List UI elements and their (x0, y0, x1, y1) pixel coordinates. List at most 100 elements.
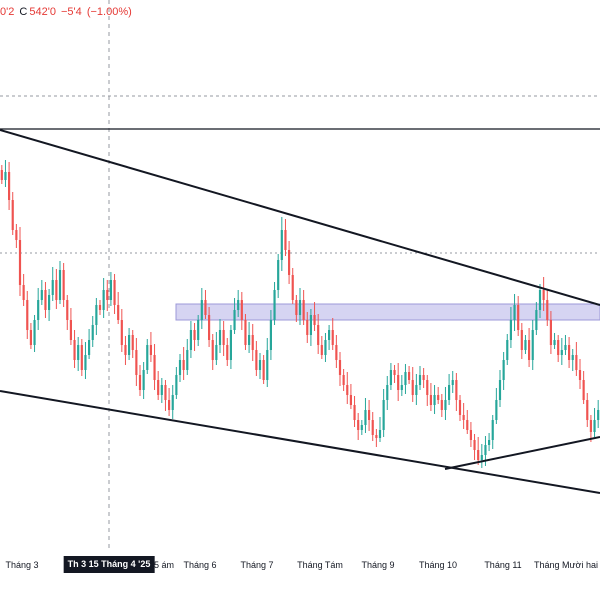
candle-body (466, 420, 469, 430)
candle-body (215, 345, 218, 360)
ohlc-legend: 0'2 C 542'0 −5'4 (−1.00%) (0, 6, 134, 18)
candle-body (11, 200, 14, 230)
candle-body (48, 295, 51, 310)
candle-body (26, 300, 29, 330)
lower-channel-line[interactable] (0, 390, 600, 494)
candle-body (142, 370, 145, 390)
candle-body (193, 330, 196, 340)
candle-body (444, 400, 447, 410)
candle-body (553, 340, 556, 345)
crosshair-date-label: Th 3 15 Tháng 4 '25 (63, 556, 155, 573)
candle-body (578, 370, 582, 380)
time-axis-label: Tháng 10 (418, 560, 458, 570)
candle-body (62, 270, 65, 300)
candle-body (51, 280, 54, 295)
candle-body (437, 395, 440, 400)
candle-body (117, 305, 120, 320)
candle-body (189, 330, 192, 350)
candle-body (15, 230, 18, 240)
candle-body (313, 315, 316, 325)
candle-body (40, 290, 43, 300)
candle-body (168, 400, 171, 410)
candle-body (277, 260, 280, 290)
candle-body (149, 345, 152, 355)
candle-body (244, 320, 247, 345)
candle-body (571, 355, 574, 360)
candle-body (273, 290, 276, 320)
supply-zone[interactable] (175, 303, 600, 321)
candle-body (404, 372, 407, 385)
candle-body (488, 440, 491, 445)
rising-support-line[interactable] (444, 436, 600, 470)
candle-body (8, 172, 11, 200)
time-axis-label: Tháng Mười hai (534, 560, 598, 570)
candle-body (295, 300, 298, 315)
time-axis-label: Tháng Tám (297, 560, 343, 570)
candle-body (546, 300, 549, 320)
candle-body (575, 355, 578, 370)
candle-body (22, 285, 25, 300)
candle-body (528, 340, 531, 360)
candle-body (451, 380, 454, 385)
candle-body (88, 340, 91, 355)
candle-body (338, 360, 342, 375)
candle-body (4, 172, 7, 180)
open-fragment: 0'2 (0, 6, 15, 18)
candle-body (95, 305, 98, 325)
candle-body (73, 340, 76, 360)
close-label: C (19, 6, 28, 18)
candle-body (509, 320, 512, 340)
candle-body (69, 320, 72, 340)
close-value: 542'0 (29, 6, 56, 18)
candle-body (597, 410, 600, 420)
candle-body (255, 350, 258, 370)
candle-body (564, 345, 567, 350)
candle-body (455, 380, 458, 400)
change-percent: (−1.00%) (86, 6, 132, 18)
candle-body (131, 335, 134, 350)
candle-body (349, 395, 352, 405)
candle-body (146, 345, 149, 370)
candle-body (66, 300, 69, 320)
candle-body (458, 400, 462, 415)
candle-body (364, 410, 367, 425)
upper-channel-line[interactable] (0, 129, 600, 306)
candle-body (91, 325, 94, 340)
candle-body (237, 300, 240, 310)
candle-body (211, 340, 214, 360)
candle-body (484, 445, 487, 455)
candle-body (440, 400, 443, 410)
candle-body (33, 320, 36, 345)
candle-body (58, 270, 62, 300)
candle-body (302, 300, 305, 320)
candle-body (18, 240, 22, 285)
candle-body (280, 230, 283, 260)
candle-body (426, 380, 429, 395)
candle-body (520, 330, 523, 350)
candle-body (386, 385, 389, 400)
candle-body (557, 340, 560, 355)
change-value: −5'4 (61, 6, 82, 18)
candle-body (531, 330, 534, 360)
candle-body (495, 400, 498, 420)
candle-body (218, 330, 222, 345)
candle-body (415, 385, 418, 395)
candle-body (593, 420, 596, 432)
candle-body (178, 360, 182, 375)
candle-body (473, 440, 476, 450)
candles-layer (0, 160, 600, 468)
candle-body (251, 335, 254, 350)
candle-body (153, 355, 156, 380)
candle-body (291, 275, 294, 300)
candle-body (138, 375, 142, 390)
candle-body (208, 315, 211, 340)
candle-body (309, 315, 312, 335)
candle-body (549, 320, 552, 345)
candle-body (331, 330, 334, 345)
candle-body (408, 372, 411, 380)
candle-body (589, 420, 592, 432)
candle-body (288, 250, 291, 275)
candle-body (262, 360, 265, 380)
candle-body (542, 290, 545, 300)
